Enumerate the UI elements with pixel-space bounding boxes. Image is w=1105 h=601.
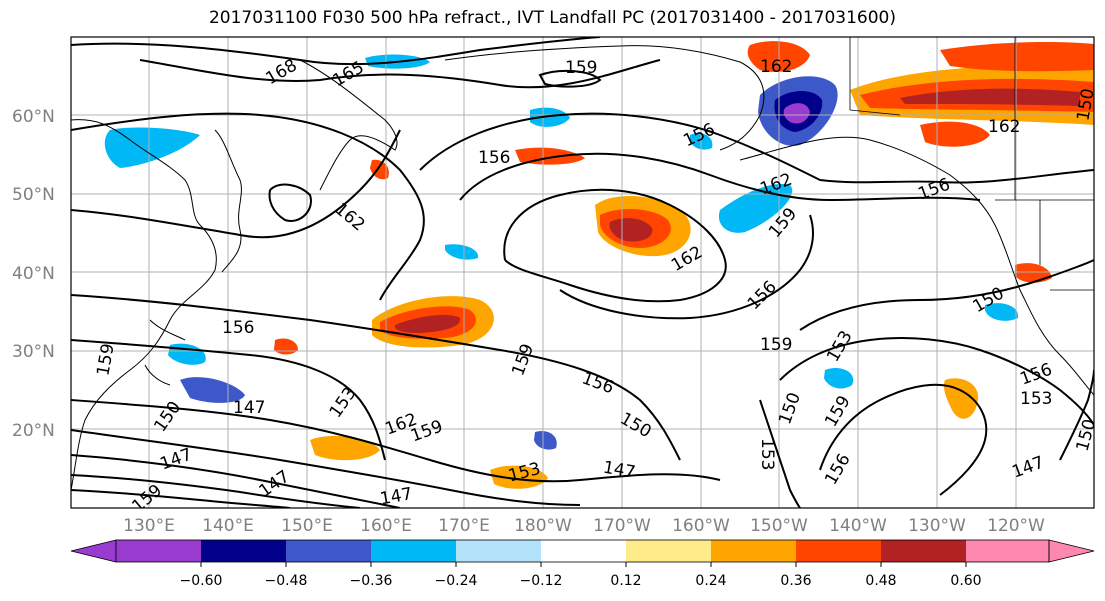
latitude-labels: 60°N 50°N 40°N 30°N 20°N <box>12 107 55 441</box>
boundaries <box>849 37 1094 291</box>
contour-label: 156 <box>222 318 254 338</box>
colorbar-segment <box>541 540 626 562</box>
anomaly-blob <box>104 127 200 168</box>
lat-label-30n: 30°N <box>12 342 55 362</box>
anomaly-blob <box>274 338 298 355</box>
longitude-labels: 130°E 140°E 150°E 160°E 170°E 180°W 170°… <box>123 516 1045 536</box>
colorbar-tick-label: −0.60 <box>180 573 223 589</box>
anomaly-blob <box>824 367 854 389</box>
lon-label: 170°E <box>438 516 490 536</box>
anomaly-blob <box>718 184 793 233</box>
anomaly-blob <box>900 88 1080 106</box>
colorbar-tick-label: 0.48 <box>865 573 896 589</box>
lat-label-50n: 50°N <box>12 185 55 205</box>
anomaly-blob <box>534 430 557 450</box>
lon-label: 160°W <box>672 516 730 536</box>
anomaly-blob <box>940 42 1094 72</box>
anomaly-blob <box>943 378 979 419</box>
anomaly-blob <box>394 314 461 333</box>
lon-label: 140°W <box>829 516 887 536</box>
colorbar-tick-label: −0.48 <box>265 573 308 589</box>
anomaly-blob <box>310 435 380 461</box>
colorbar-segment <box>881 540 966 562</box>
plot-frame <box>70 36 1095 509</box>
colorbar-segment <box>201 540 286 562</box>
lat-label-40n: 40°N <box>12 264 55 284</box>
lon-label: 130°W <box>908 516 966 536</box>
contour-label: 162 <box>988 117 1020 137</box>
colorbar-frame <box>115 539 1050 563</box>
anomaly-blob <box>490 465 548 489</box>
anomaly-blob <box>180 377 245 403</box>
lat-label-60n: 60°N <box>12 107 55 127</box>
colorbar-segment <box>286 540 371 562</box>
colorbar-segment <box>711 540 796 562</box>
contour-label: 159 <box>760 335 792 355</box>
contour-label: 150 <box>1073 417 1101 454</box>
coastlines <box>71 45 1094 491</box>
colorbar-segment <box>966 540 1049 562</box>
colorbar-segment <box>626 540 711 562</box>
lon-label: 140°E <box>202 516 254 536</box>
lon-label: 150°W <box>750 516 808 536</box>
colorbar-segment <box>456 540 541 562</box>
anomaly-blob <box>985 303 1019 321</box>
colorbar-ticks <box>200 562 967 567</box>
colorbar: −0.60 −0.48 −0.36 −0.24 −0.12 0.12 0.24 … <box>70 539 1095 589</box>
anomaly-blob <box>609 218 653 242</box>
contour-label: 153 <box>757 438 777 470</box>
colorbar-tick-label: −0.12 <box>520 573 563 589</box>
anomaly-blob <box>783 103 810 124</box>
colorbar-segment <box>371 540 456 562</box>
lon-label: 130°E <box>123 516 175 536</box>
colorbar-extend-min <box>70 539 117 563</box>
colorbar-tick-label: 0.12 <box>610 573 641 589</box>
contour-label: 156 <box>478 148 510 168</box>
anomaly-blob <box>445 244 479 260</box>
colorbar-tick-label: −0.36 <box>350 573 393 589</box>
contour-label: 153 <box>1020 389 1052 409</box>
lon-label: 170°W <box>593 516 651 536</box>
colorbar-tick-label: 0.60 <box>950 573 981 589</box>
colorbar-tick-label: 0.36 <box>780 573 811 589</box>
colorbar-segment <box>796 540 881 562</box>
map-title: 2017031100 F030 500 hPa refract., IVT La… <box>208 8 896 28</box>
colorbar-segment <box>116 540 201 562</box>
lon-label: 150°E <box>281 516 333 536</box>
colorbar-tick-label: −0.24 <box>435 573 478 589</box>
contours <box>71 37 1094 508</box>
contour-label: 162 <box>760 57 792 77</box>
colorbar-tick-label: 0.24 <box>695 573 726 589</box>
contour-label: 159 <box>565 58 597 78</box>
contour-label: 147 <box>378 484 413 509</box>
lat-label-20n: 20°N <box>12 421 55 441</box>
anomaly-blob <box>1015 263 1052 283</box>
contour-label: 147 <box>233 398 265 418</box>
lon-label: 120°W <box>987 516 1045 536</box>
contour-label: 150 <box>1073 87 1098 122</box>
shaded-anomalies <box>104 41 1094 489</box>
graticule <box>71 37 1094 508</box>
lon-label: 180°W <box>514 516 572 536</box>
anomaly-blob <box>530 107 570 127</box>
lon-label: 160°E <box>360 516 412 536</box>
colorbar-extend-max <box>1048 539 1095 563</box>
